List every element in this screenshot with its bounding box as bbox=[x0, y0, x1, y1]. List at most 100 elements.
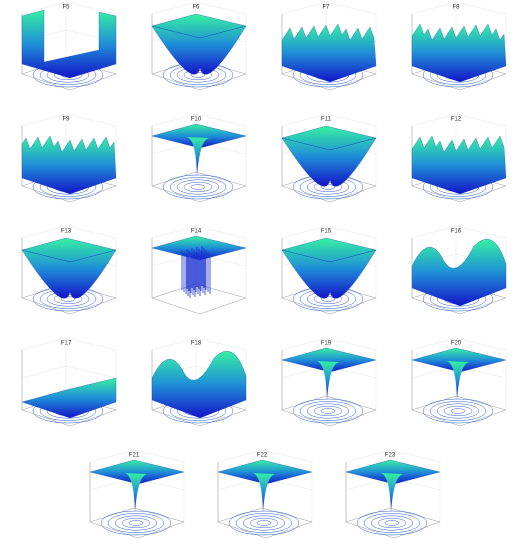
contour bbox=[121, 517, 151, 529]
surface bbox=[411, 23, 507, 83]
contour bbox=[100, 510, 172, 536]
panel-title: F8 bbox=[452, 5, 460, 11]
contour bbox=[320, 408, 336, 414]
contour bbox=[162, 174, 234, 200]
funnel bbox=[124, 473, 148, 512]
contour bbox=[370, 515, 414, 531]
contour bbox=[190, 184, 206, 190]
panel: F19 bbox=[281, 337, 377, 427]
contour bbox=[292, 398, 364, 424]
surface bbox=[21, 237, 117, 299]
floor bbox=[281, 395, 377, 427]
contour bbox=[256, 520, 272, 526]
surface bbox=[89, 459, 185, 485]
panel: F6 bbox=[151, 1, 247, 91]
panel-title: F12 bbox=[451, 117, 462, 123]
contour bbox=[128, 520, 144, 526]
funnel bbox=[446, 361, 470, 400]
panel-title: F14 bbox=[191, 229, 202, 235]
surface bbox=[281, 347, 377, 373]
contour bbox=[306, 403, 350, 419]
contour bbox=[235, 513, 293, 533]
panel-title: F17 bbox=[61, 341, 72, 347]
panel-title: F19 bbox=[321, 341, 332, 347]
panel: F23 bbox=[345, 449, 441, 539]
contour bbox=[443, 405, 473, 417]
surface bbox=[281, 125, 377, 187]
floor bbox=[151, 171, 247, 203]
panel: F17 bbox=[21, 337, 117, 427]
panel-title: F15 bbox=[321, 229, 332, 235]
funnel bbox=[186, 137, 210, 176]
contour bbox=[356, 510, 428, 536]
floor bbox=[217, 507, 313, 539]
panel: F7 bbox=[281, 1, 377, 91]
panel: F14 bbox=[151, 225, 247, 315]
funnel bbox=[380, 473, 404, 512]
panel-title: F23 bbox=[385, 453, 396, 459]
panel: F12 bbox=[411, 113, 507, 203]
surface bbox=[21, 135, 117, 195]
surface bbox=[281, 23, 377, 83]
panel-title: F11 bbox=[321, 117, 332, 123]
panel-title: F22 bbox=[257, 453, 268, 459]
surface bbox=[411, 135, 507, 195]
panel: F22 bbox=[217, 449, 313, 539]
panel: F8 bbox=[411, 1, 507, 91]
panel: F21 bbox=[89, 449, 185, 539]
surface bbox=[21, 377, 117, 419]
contour bbox=[429, 401, 487, 421]
panel: F11 bbox=[281, 113, 377, 203]
panel-title: F7 bbox=[322, 5, 330, 11]
funnel bbox=[252, 473, 276, 512]
contour bbox=[169, 177, 227, 197]
surface bbox=[151, 351, 247, 419]
floor bbox=[89, 507, 185, 539]
surface bbox=[151, 123, 247, 149]
contour bbox=[450, 408, 466, 414]
contour bbox=[114, 515, 158, 531]
contour bbox=[183, 181, 213, 193]
panel-title: F13 bbox=[61, 229, 72, 235]
funnel bbox=[316, 361, 340, 400]
surface bbox=[151, 13, 247, 75]
floor bbox=[151, 283, 247, 315]
contour bbox=[249, 517, 279, 529]
panel: F16 bbox=[411, 225, 507, 315]
panel-title: F10 bbox=[191, 117, 202, 123]
contour bbox=[384, 520, 400, 526]
panel-title: F18 bbox=[191, 341, 202, 347]
panel: F15 bbox=[281, 225, 377, 315]
panel: F10 bbox=[151, 113, 247, 203]
panel-title: F16 bbox=[451, 229, 462, 235]
surface bbox=[217, 459, 313, 485]
floor bbox=[411, 395, 507, 427]
panel: F18 bbox=[151, 337, 247, 427]
contour bbox=[377, 517, 407, 529]
panel: F13 bbox=[21, 225, 117, 315]
surface bbox=[21, 9, 117, 79]
panel-title: F9 bbox=[62, 117, 70, 123]
surface bbox=[411, 347, 507, 373]
contour bbox=[313, 405, 343, 417]
panel: F5 bbox=[21, 1, 117, 91]
contour bbox=[422, 398, 494, 424]
panel: F20 bbox=[411, 337, 507, 427]
panel-title: F20 bbox=[451, 341, 462, 347]
panel-title: F21 bbox=[129, 453, 140, 459]
surface bbox=[345, 459, 441, 485]
contour bbox=[228, 510, 300, 536]
contour bbox=[299, 401, 357, 421]
panel: F9 bbox=[21, 113, 117, 203]
contour bbox=[176, 179, 220, 195]
contour bbox=[363, 513, 421, 533]
floor bbox=[345, 507, 441, 539]
panel-title: F6 bbox=[192, 5, 200, 11]
surface bbox=[281, 237, 377, 299]
surface bbox=[411, 239, 507, 307]
contour bbox=[242, 515, 286, 531]
contour bbox=[107, 513, 165, 533]
panel-title: F5 bbox=[62, 5, 70, 11]
contour bbox=[436, 403, 480, 419]
